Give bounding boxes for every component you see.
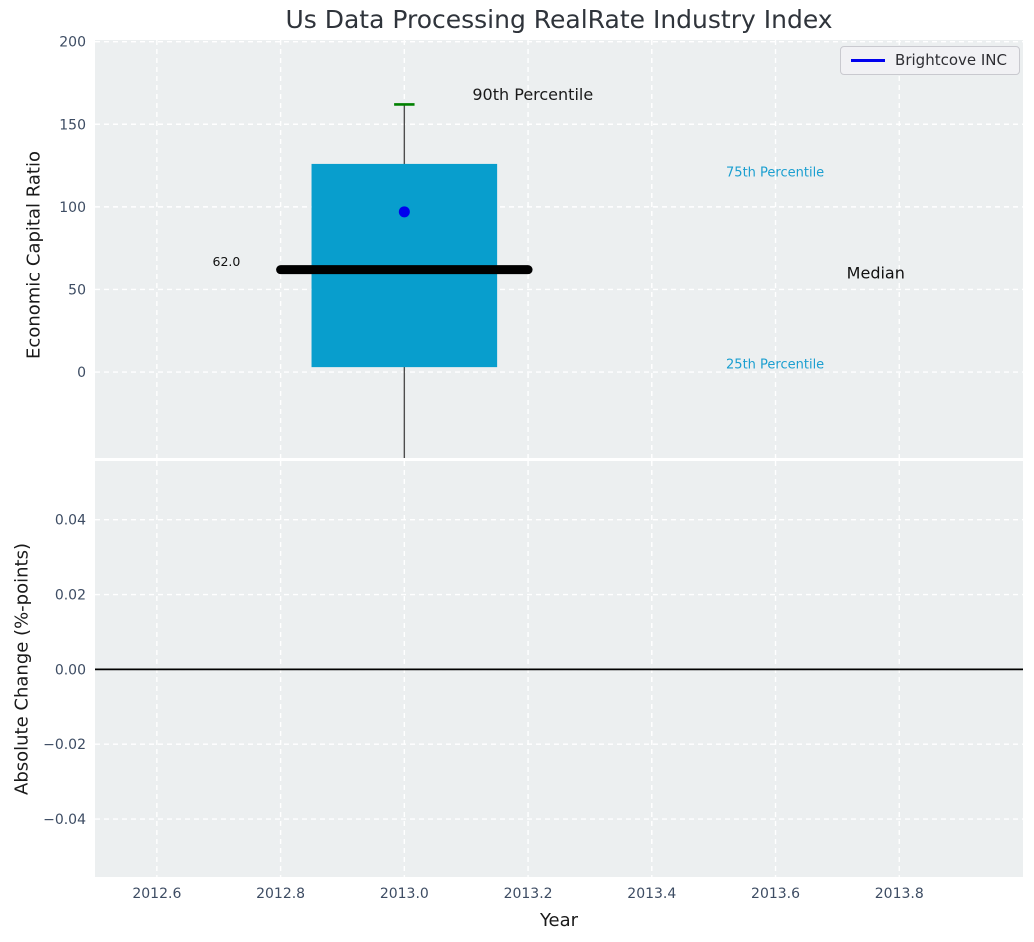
legend: Brightcove INC	[840, 46, 1020, 75]
axes-background	[95, 40, 1023, 458]
y-axis-label-top: Economic Capital Ratio	[23, 151, 45, 359]
legend-line-icon	[851, 58, 886, 62]
x-axis-label: Year	[539, 910, 579, 931]
x-tick-label: 2012.8	[256, 886, 305, 902]
y-tick-label: 0.02	[55, 588, 86, 604]
x-tick-label: 2013.6	[751, 886, 800, 902]
x-tick-label: 2012.6	[132, 886, 181, 902]
x-tick-label: 2013.2	[504, 886, 553, 902]
y-tick-label: 100	[59, 200, 86, 216]
y-axis-label-bottom: Absolute Change (%-points)	[11, 543, 33, 795]
company-value-dot	[398, 206, 410, 218]
chart-title: Us Data Processing RealRate Industry Ind…	[285, 5, 833, 34]
y-tick-label: 0	[77, 365, 86, 381]
annotation-median-value-label: 62.0	[213, 254, 241, 269]
y-tick-label: 150	[59, 117, 86, 133]
x-tick-label: 2013.4	[627, 886, 676, 902]
y-tick-label: 200	[59, 35, 86, 51]
x-tick-label: 2013.0	[380, 886, 429, 902]
annotation-p90-label: 90th Percentile	[472, 85, 593, 104]
y-tick-label: 50	[68, 282, 86, 298]
x-tick-label: 2013.8	[875, 886, 924, 902]
y-tick-label: −0.02	[43, 737, 86, 753]
economic-capital-ratio-axes: 200 150 100 50 0 90th Percentile 75th Percenti…	[59, 35, 1023, 458]
annotation-p25-label: 25th Percentile	[726, 357, 824, 372]
annotation-p75-label: 75th Percentile	[726, 166, 824, 181]
y-tick-label: 0.00	[55, 662, 86, 678]
annotation-median-label: Median	[847, 264, 905, 283]
absolute-change-axes: 0.04 0.02 0.00 −0.02 −0.04 2012.6 2012.8 2013.0…	[43, 461, 1023, 902]
legend-label: Brightcove INC	[895, 51, 1007, 69]
y-tick-label: −0.04	[43, 812, 86, 828]
y-tick-label: 0.04	[55, 513, 86, 529]
